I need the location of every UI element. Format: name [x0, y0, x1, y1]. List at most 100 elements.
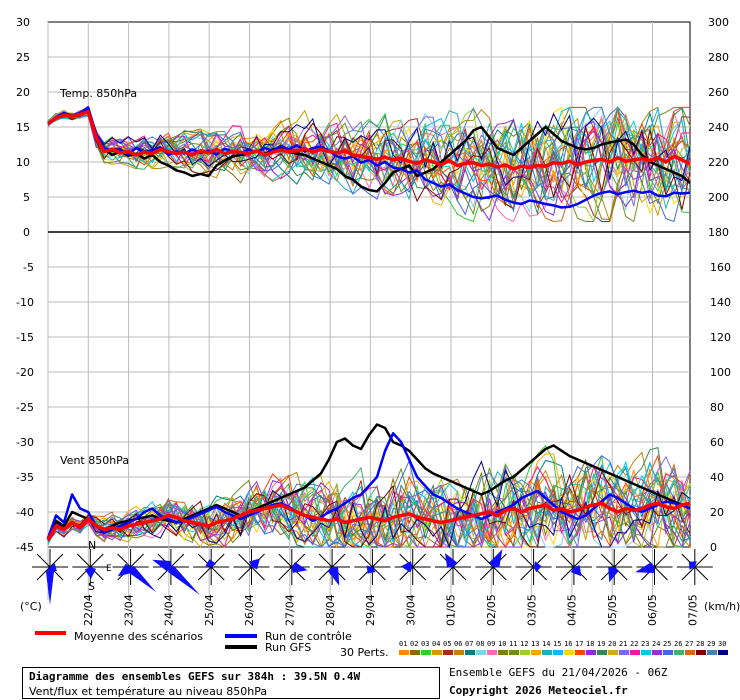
wind-rose — [273, 549, 310, 585]
pert-swatch — [531, 650, 541, 655]
wind-rose-petal — [128, 566, 156, 592]
pert-number: 16 — [564, 640, 572, 648]
y-tick-left-top: 15 — [16, 121, 30, 134]
temp-perturbation-line — [47, 111, 691, 207]
y-tick-right-bottom: 40 — [710, 471, 724, 484]
pert-swatch — [476, 650, 486, 655]
wind-rose — [314, 549, 351, 586]
wind-control-line — [46, 432, 691, 539]
wind-rose — [515, 549, 552, 585]
pert-number: 03 — [421, 640, 429, 648]
wind-perturbation-line — [47, 466, 691, 549]
temp-gfs-line — [47, 108, 691, 193]
pert-swatch — [641, 650, 651, 655]
legend-control-label: Run de contrôle — [265, 630, 352, 643]
y-tick-left-bottom: -35 — [16, 471, 34, 484]
temp-control-line — [47, 106, 691, 209]
pert-swatch — [597, 650, 607, 655]
pert-swatch — [542, 650, 552, 655]
wind-gfs-line — [46, 423, 691, 539]
pert-swatch — [619, 650, 629, 655]
x-date-label: 29/04 — [364, 594, 377, 626]
wind-rose — [193, 549, 230, 585]
x-date-label: 01/05 — [445, 594, 458, 626]
perturbation-legend: 01 02 03 04 05 06 07 08 09 10 11 12 13 14 15 16 17 18 19 20… — [399, 640, 728, 655]
y-tick-right-bottom: 0 — [710, 541, 717, 554]
pert-swatch — [575, 650, 585, 655]
x-date-label: 27/04 — [284, 594, 297, 626]
pert-number: 19 — [597, 640, 605, 648]
pert-number: 29 — [707, 640, 715, 648]
y-tick-left-bottom: -40 — [16, 506, 34, 519]
wind-rose — [233, 549, 270, 585]
y-tick-left-top: 30 — [16, 16, 30, 29]
footer-run-info: Ensemble GEFS du 21/04/2026 - 06Z — [449, 666, 668, 679]
pert-number: 20 — [608, 640, 616, 648]
pert-swatch — [685, 650, 695, 655]
legend-swatches — [35, 631, 257, 649]
wind-rose-petal — [445, 553, 457, 568]
x-date-label: 30/04 — [404, 594, 417, 626]
pert-swatch — [410, 650, 420, 655]
wind-rose-petal — [489, 549, 503, 568]
x-date-label: 25/04 — [203, 594, 216, 626]
y-tick-left-top: 20 — [16, 86, 30, 99]
chart-axes: 302520151050300280260240220200180-5-10-1… — [16, 16, 731, 626]
wind-rose-petal — [570, 565, 582, 577]
pert-swatch — [564, 650, 574, 655]
pert-swatch — [652, 650, 662, 655]
wind-rose — [394, 549, 431, 585]
pert-number: 24 — [652, 640, 660, 648]
wind-perturbation-line — [47, 462, 691, 548]
wind-rose — [435, 549, 471, 585]
footer-title: Diagramme des ensembles GEFS sur 384h : … — [29, 670, 361, 683]
pert-number: 22 — [630, 640, 638, 648]
pert-number: 25 — [663, 640, 671, 648]
pert-swatch — [520, 650, 530, 655]
wind-rose-petal — [400, 561, 413, 573]
x-date-label: 23/04 — [122, 594, 135, 626]
pert-number: 17 — [575, 640, 583, 648]
temp-mean-line — [46, 109, 691, 171]
pert-number: 10 — [498, 640, 506, 648]
pert-number: 05 — [443, 640, 451, 648]
pert-number: 06 — [454, 640, 462, 648]
pert-swatch — [674, 650, 684, 655]
x-date-label: 24/04 — [163, 594, 176, 626]
wind-rose-south: S — [88, 580, 95, 593]
x-date-label: 02/05 — [485, 594, 498, 626]
wind-rose-petal — [205, 559, 217, 567]
top-main-series — [46, 106, 691, 209]
wind-rose-petal — [688, 561, 697, 570]
pert-swatch — [608, 650, 618, 655]
temp-perturbation-line — [47, 111, 691, 200]
y-tick-left-bottom: -5 — [23, 261, 34, 274]
x-date-label: 28/04 — [324, 594, 337, 626]
bottom-main-series — [46, 423, 691, 541]
legend-gfs-label: Run GFS — [265, 641, 312, 654]
x-date-label: 22/04 — [82, 594, 95, 626]
wind-rose-petal — [366, 565, 376, 574]
y-tick-left-top: 25 — [16, 51, 30, 64]
y-tick-right-bottom: 160 — [710, 261, 731, 274]
wind-rose-petal — [608, 567, 619, 583]
y-tick-left-bottom: -15 — [16, 331, 34, 344]
pert-number: 09 — [487, 640, 495, 648]
pert-swatch — [487, 650, 497, 655]
wind-rose-petal — [84, 567, 96, 579]
y-tick-right-bottom: 140 — [710, 296, 731, 309]
pert-number: 18 — [586, 640, 594, 648]
wind-rose-petal — [635, 562, 655, 573]
wind-rose — [354, 549, 391, 585]
pert-number: 04 — [432, 640, 440, 648]
right-unit-label: (km/h) — [704, 600, 740, 613]
pert-number: 30 — [718, 640, 726, 648]
pert-swatch — [553, 650, 563, 655]
pert-swatch — [509, 650, 519, 655]
footer-subtitle: Vent/flux et température au niveau 850hP… — [29, 685, 268, 698]
pert-swatch — [399, 650, 409, 655]
x-date-label: 06/05 — [646, 594, 659, 626]
pert-swatch — [465, 650, 475, 655]
wind-rose-petal — [117, 563, 133, 577]
y-tick-left-bottom: -30 — [16, 436, 34, 449]
